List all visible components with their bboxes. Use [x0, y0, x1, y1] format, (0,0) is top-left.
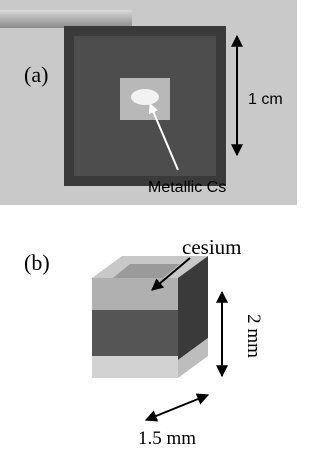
page: (a) 1 cm Metallic Cs (b) cesium 2 mm 1.5…	[0, 0, 320, 449]
annotation-label: cesium	[182, 235, 241, 259]
metallic-cs	[131, 89, 159, 105]
figure: (a) 1 cm Metallic Cs (b) cesium 2 mm 1.5…	[0, 0, 297, 449]
annotation-label: Metallic Cs	[148, 179, 226, 196]
panel-label: (a)	[24, 62, 48, 87]
cube-front-upper	[92, 278, 178, 310]
cube-front-middle	[92, 310, 178, 356]
panel-a: (a) 1 cm Metallic Cs	[0, 0, 297, 205]
panel-b: (b) cesium 2 mm 1.5 mm	[24, 235, 264, 449]
width-label: 1.5 mm	[138, 428, 196, 449]
width-arrow	[146, 395, 208, 420]
panel-label: (b)	[24, 250, 50, 275]
cube-front-lower	[92, 356, 178, 378]
tweezers	[0, 10, 132, 28]
scale-label: 1 cm	[248, 91, 283, 108]
height-label: 2 mm	[243, 314, 264, 358]
